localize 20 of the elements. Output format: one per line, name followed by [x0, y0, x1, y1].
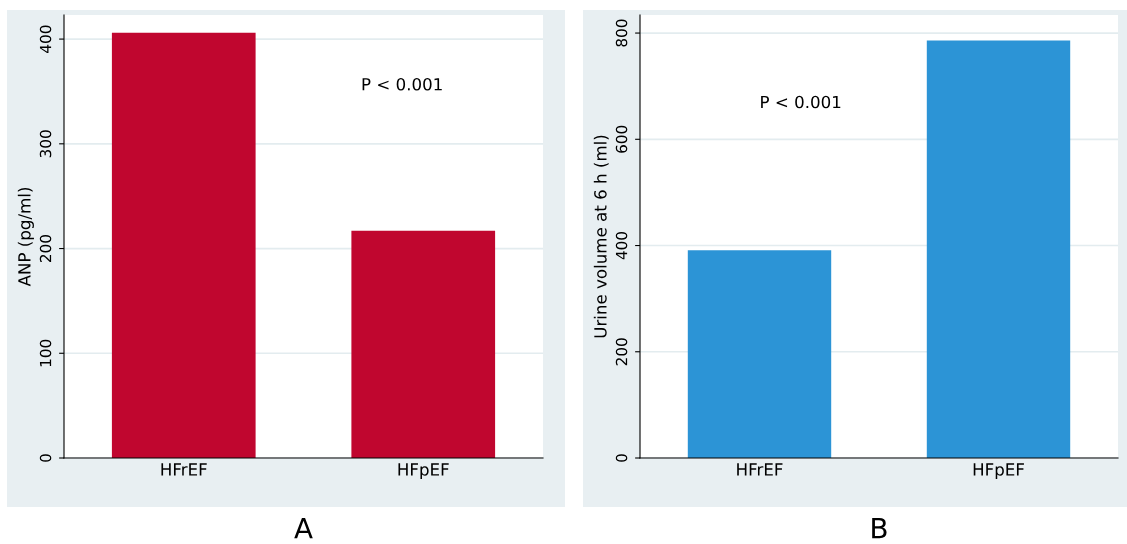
y-tick-label: 400: [615, 231, 628, 260]
y-tick-label: 300: [39, 130, 52, 158]
y-tick-label: 600: [615, 125, 628, 153]
x-tick-label: HFrEF: [737, 463, 783, 476]
y-tick-label: 400: [39, 25, 52, 53]
annotation: P < 0.001: [761, 95, 841, 109]
x-tick-label: HFpEF: [973, 463, 1024, 479]
y-tick-label: 800: [615, 19, 628, 47]
text: A: [294, 518, 313, 539]
y-tick-label: 100: [39, 339, 52, 367]
y-tick-label: 200: [615, 338, 628, 366]
x-tick-label: HFpEF: [398, 463, 449, 479]
y-tick-label: 0: [39, 454, 52, 462]
y-axis-title: ANP (pg/ml): [17, 188, 34, 287]
y-axis-title: Urine volume at 6 h (ml): [593, 135, 609, 338]
y-tick-label: 200: [39, 234, 52, 262]
x-tick-label: HFrEF: [161, 463, 207, 476]
annotation: P < 0.001: [362, 77, 442, 91]
text: B: [872, 518, 887, 539]
y-tick-label: 0: [615, 454, 628, 462]
